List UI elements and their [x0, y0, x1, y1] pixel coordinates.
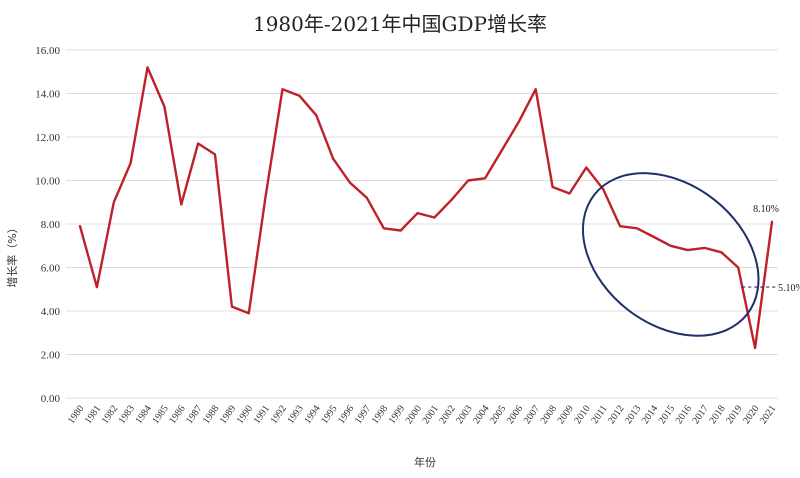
gdp-growth-line [78, 66, 774, 350]
x-tick-label: 1980 [66, 403, 86, 426]
y-axis-ticks: 0.00 2.00 4.00 6.00 8.00 10.00 12.00 14.00 16.00 [35, 45, 60, 405]
x-tick-label: 2011 [589, 403, 609, 425]
x-tick-label: 2019 [724, 403, 744, 426]
x-tick-label: 2016 [674, 403, 694, 426]
y-tick-label: 4.00 [41, 306, 61, 318]
x-tick-label: 1997 [353, 403, 373, 426]
gridlines [66, 49, 778, 399]
x-tick-label: 2002 [437, 403, 457, 426]
x-tick-label: 1983 [117, 403, 137, 426]
y-tick-label: 8.00 [41, 219, 61, 231]
x-tick-label: 2005 [488, 403, 508, 426]
x-tick-label: 2000 [404, 403, 424, 426]
x-tick-label: 2010 [572, 403, 592, 426]
x-tick-label: 2021 [758, 403, 778, 426]
x-tick-label: 2009 [555, 403, 575, 426]
y-tick-label: 6.00 [41, 263, 61, 275]
x-tick-label: 1996 [336, 403, 356, 426]
x-tick-label: 1989 [218, 403, 238, 426]
y-tick-label: 10.00 [35, 176, 60, 188]
x-tick-label: 1998 [370, 403, 390, 426]
y-tick-label: 12.00 [35, 132, 60, 144]
x-tick-label: 2015 [657, 403, 677, 426]
x-tick-label: 1986 [167, 403, 187, 426]
x-tick-label: 2018 [707, 403, 727, 426]
y-tick-label: 0.00 [41, 393, 61, 405]
annotation-5-10: 5.10% [778, 283, 800, 294]
y-tick-label: 2.00 [41, 350, 61, 362]
x-tick-label: 2014 [640, 403, 660, 426]
highlight-ellipse [581, 172, 760, 337]
x-tick-label: 1999 [387, 403, 407, 426]
y-tick-label: 16.00 [35, 45, 60, 57]
x-axis-ticks: 1980198119821983198419851986198719881989… [66, 403, 778, 426]
series-layer [78, 66, 774, 350]
x-tick-label: 2013 [623, 403, 643, 426]
x-tick-label: 2012 [606, 403, 626, 426]
x-tick-label: 2001 [420, 403, 440, 426]
x-tick-label: 1982 [100, 403, 120, 426]
y-tick-label: 14.00 [35, 89, 60, 101]
x-tick-label: 1995 [319, 403, 339, 426]
annotation-8-10: 8.10% [753, 204, 779, 215]
x-tick-label: 1985 [150, 403, 170, 426]
x-tick-label: 1987 [184, 403, 204, 426]
x-tick-label: 1992 [269, 403, 289, 426]
annotations: 8.10% 5.10% [742, 204, 800, 294]
x-tick-label: 2006 [505, 403, 525, 426]
y-axis-label: 增长率（%） [5, 222, 19, 287]
x-tick-label: 1994 [302, 403, 322, 426]
x-tick-label: 1993 [285, 403, 305, 426]
chart-title: 1980年-2021年中国GDP增长率 [253, 12, 547, 36]
x-axis-label: 年份 [414, 455, 436, 469]
x-tick-label: 2017 [690, 403, 710, 426]
x-tick-label: 2007 [522, 403, 542, 426]
x-tick-label: 2004 [471, 403, 491, 426]
x-tick-label: 1988 [201, 403, 221, 426]
x-tick-label: 2008 [539, 403, 559, 426]
x-tick-label: 2020 [741, 403, 761, 426]
x-tick-label: 1981 [83, 403, 103, 426]
x-tick-label: 1990 [235, 403, 255, 426]
x-tick-label: 1991 [252, 403, 272, 426]
x-tick-label: 2003 [454, 403, 474, 426]
x-tick-label: 1984 [133, 403, 153, 426]
